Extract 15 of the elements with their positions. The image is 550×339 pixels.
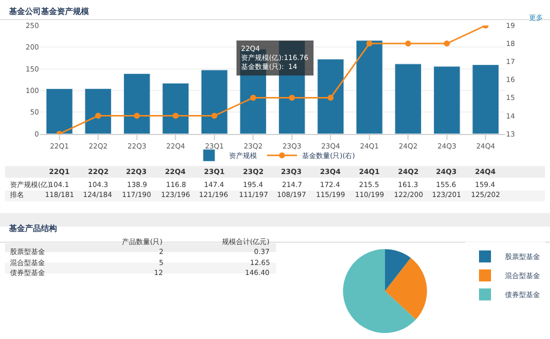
point	[444, 40, 450, 47]
pie-slice	[343, 249, 416, 333]
point	[366, 40, 372, 47]
point	[288, 94, 295, 101]
pie-slice	[385, 258, 427, 320]
point	[250, 94, 256, 101]
chart-title: 基金公司基金资产规模	[8, 7, 90, 16]
point	[172, 112, 179, 119]
point	[328, 94, 334, 101]
point	[211, 112, 218, 119]
pie-slice	[385, 249, 411, 292]
text: 基金产品结构	[8, 224, 57, 233]
point	[134, 112, 140, 119]
point	[95, 112, 102, 119]
point	[405, 40, 412, 47]
